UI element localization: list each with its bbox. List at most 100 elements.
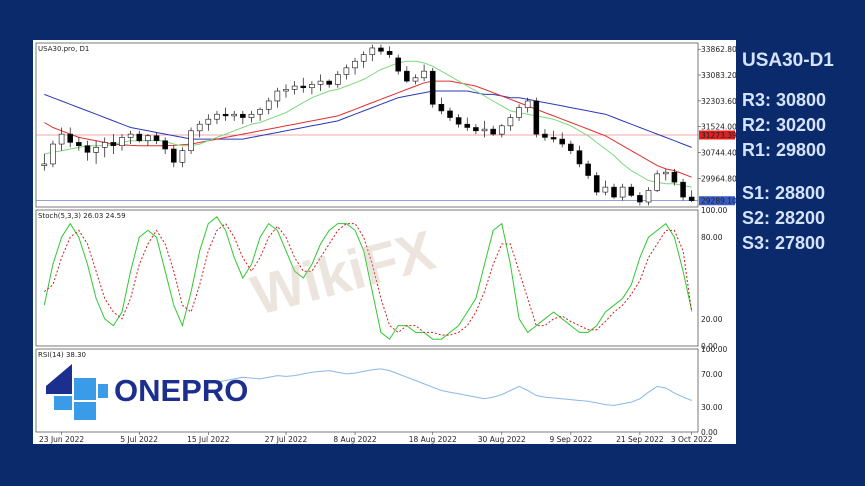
stoch-y-tick-label: 80.00 [701,233,723,242]
candle-body [524,100,531,108]
stoch-y-tick-label: 0.00 [701,342,718,351]
x-tick-label: 23 Jun 2022 [39,435,84,444]
candle-body [170,148,177,163]
candle-body [274,90,281,102]
candle-body [248,113,255,118]
candle-body [637,195,643,203]
candle-body [671,171,678,183]
candle-body [533,100,540,135]
candle-body [490,128,496,135]
candle-body [360,54,367,62]
level-label-box [699,130,735,140]
candle-body [421,70,427,79]
candle-body [568,143,574,151]
candle-body [447,110,453,118]
candle-body [343,67,350,75]
candle-body [429,70,436,105]
candle-body [602,186,609,193]
candle-body [300,85,307,89]
level-label: 31273.39 [701,131,736,140]
price-y-tick-label: 32303.60 [701,97,736,106]
candle-body [309,84,315,89]
candle-body [58,133,65,145]
x-tick-label: 27 Jul 2022 [265,435,308,444]
candle-body [222,113,229,117]
stoch-panel-title: Stoch(5,3,3) 26.03 24.59 [38,212,126,220]
candle-body [317,80,324,85]
candle-body [542,133,548,138]
candle-body [481,128,488,132]
rsi-line [216,368,692,406]
candle-body [334,74,341,85]
candle-body [136,133,143,142]
candle-body [119,137,125,147]
candle-body [473,127,479,132]
price-panel-frame [35,42,699,208]
candle-body [214,113,220,120]
symbol-title: USA30-D1 [742,50,834,71]
price-y-tick-label: 31524.00 [701,123,736,132]
candle-body [628,186,635,196]
candle-body [265,100,272,110]
candle-body [153,135,160,142]
rsi-y-tick-label: 70.00 [701,370,723,379]
candle-body [559,138,566,145]
onepro-cross-logo-icon [46,364,108,420]
candle-body [41,163,48,166]
logo: ONEPRO [42,360,252,422]
x-tick-label: 18 Aug 2022 [409,435,457,444]
candle-body [326,80,332,85]
side-panel: USA30-D1 R3: 30800 R2: 30200 R1: 29800 S… [742,50,860,256]
candle-body [145,135,151,142]
candle-body [404,70,410,82]
candle-body [585,163,591,176]
support-s1: S1: 28800 [742,183,826,203]
price-panel-title: USA30.pro, D1 [38,45,89,53]
current-price-box [699,196,735,206]
candle-body [196,123,203,132]
rsi-y-tick-label: 30.00 [701,403,723,412]
candle-body [688,196,695,202]
candle-body [611,186,617,198]
candle-body [110,142,117,147]
candle-body [654,173,660,191]
sma-fast-line [44,60,692,188]
stoch-y-tick-label: 20.00 [701,315,723,324]
candle-body [507,117,514,127]
candle-body [516,107,522,118]
x-tick-label: 21 Sep 2022 [616,435,664,444]
rsi-panel-frame [35,348,699,433]
candle-body [395,57,402,72]
support-s3: S3: 27800 [742,233,826,253]
candle-body [101,142,108,148]
x-tick-label: 5 Jul 2022 [120,435,158,444]
support-s2: S2: 28200 [742,208,826,228]
candle-body [205,118,212,125]
stoch-d-line [43,222,693,336]
candle-body [179,150,186,163]
candle-body [576,150,583,165]
candle-body [231,113,238,117]
x-tick-label: 15 Jul 2022 [187,435,230,444]
x-tick-label: 9 Sep 2022 [549,435,592,444]
candle-body [369,47,376,55]
candle-body [464,123,471,128]
candle-body [352,60,358,69]
candle-body [412,77,419,82]
rsi-y-tick-label: 100.00 [701,345,727,354]
price-y-tick-label: 29964.80 [701,174,736,183]
sma-mid-line [44,80,692,178]
price-y-tick-label: 30744.40 [701,149,736,158]
candle-body [550,137,557,140]
x-tick-label: 3 Oct 2022 [671,435,713,444]
candle-body [680,181,686,198]
rsi-y-tick-label: 0.00 [701,428,718,437]
candle-body [127,133,134,138]
candle-body [593,175,600,193]
candle-body [84,145,91,153]
candle-body [645,190,652,203]
candle-body [662,171,669,175]
candle-body [283,89,289,92]
chart-card: 33862.80 33083.20 32303.60 31524.00 30744.40… [33,40,736,444]
stoch-y-tick-label: 100.00 [701,206,727,215]
